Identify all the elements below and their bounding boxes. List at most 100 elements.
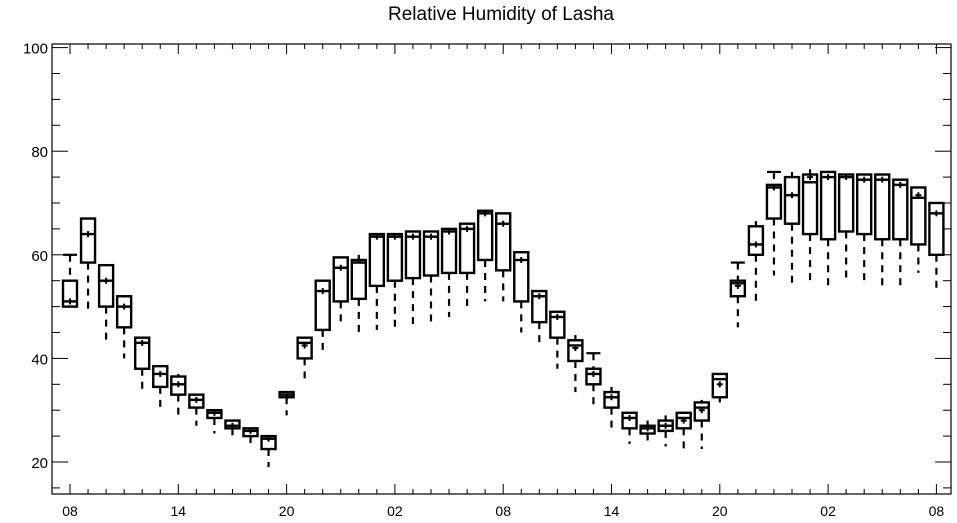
box-body <box>856 173 873 236</box>
box-item <box>386 232 404 328</box>
box-body <box>928 201 945 256</box>
x-tick-label: 14 <box>171 503 187 519</box>
box-body <box>531 289 548 324</box>
box-body <box>747 225 765 256</box>
box-body <box>711 372 728 399</box>
box-item <box>314 279 331 354</box>
box-body <box>350 258 367 301</box>
x-tick-label: 20 <box>279 503 295 519</box>
box-body <box>476 209 494 262</box>
box-item <box>188 393 205 426</box>
box-body <box>152 364 169 389</box>
box-item <box>567 335 584 393</box>
box-item <box>639 420 656 447</box>
box-body <box>549 310 566 339</box>
box-body <box>458 222 476 275</box>
y-axis: 20 40 60 80 100 <box>23 41 951 489</box>
box-item <box>422 230 440 323</box>
y-tick-label: 40 <box>31 351 48 368</box>
y-tick-label: 20 <box>31 455 48 472</box>
x-tick-label: 02 <box>820 503 836 519</box>
box-body <box>170 375 187 396</box>
box-body <box>97 263 115 308</box>
box-item <box>368 232 386 330</box>
box-item <box>910 186 927 273</box>
y-tick-label: 80 <box>31 144 48 161</box>
y-tick-label: 60 <box>31 248 48 265</box>
box-item <box>115 295 133 359</box>
y-tick-label: 100 <box>23 41 48 58</box>
box-body <box>440 227 458 275</box>
box-body <box>332 256 349 303</box>
box-body <box>296 336 313 360</box>
box-item <box>97 263 115 343</box>
box-item <box>801 169 819 286</box>
box-item <box>206 409 223 434</box>
box-item <box>729 261 747 328</box>
box-item <box>928 201 945 292</box>
x-tick-label: 08 <box>495 503 511 519</box>
box-item <box>61 253 79 308</box>
box-body <box>404 230 422 280</box>
plot-frame <box>51 43 952 495</box>
box-item <box>765 170 783 276</box>
box-body <box>422 230 440 277</box>
box-body <box>874 173 891 241</box>
box-item <box>404 230 422 325</box>
box-body <box>567 339 584 363</box>
box-body <box>837 173 855 233</box>
box-series <box>61 169 945 468</box>
box-item <box>224 419 241 442</box>
x-tick-label: 08 <box>62 503 78 519</box>
box-body <box>61 279 79 308</box>
box-item <box>495 212 512 302</box>
box-body <box>386 232 404 282</box>
box-body <box>783 175 801 225</box>
box-body <box>115 295 133 329</box>
box-item <box>675 411 692 450</box>
box-body <box>621 411 638 430</box>
box-item <box>260 434 277 468</box>
box-item <box>531 289 548 349</box>
box-body <box>585 367 602 386</box>
box-item <box>856 173 873 284</box>
box-item <box>133 336 151 395</box>
box-item <box>440 227 458 317</box>
box-body <box>892 178 909 241</box>
x-axis: 08 14 20 02 08 14 20 02 08 <box>62 44 944 519</box>
box-item <box>332 256 349 325</box>
box-body <box>603 390 620 409</box>
box-item <box>476 209 494 302</box>
box-item <box>603 386 620 429</box>
box-body <box>675 411 692 430</box>
box-item <box>621 411 638 444</box>
box-item <box>874 173 891 292</box>
box-item <box>657 415 674 447</box>
x-tick-label: 02 <box>387 503 403 519</box>
box-body <box>693 401 710 422</box>
x-tick-label: 20 <box>712 503 728 519</box>
box-item <box>693 399 710 450</box>
box-item <box>892 178 909 289</box>
box-body <box>495 212 512 272</box>
box-body <box>513 251 530 303</box>
box-body <box>314 279 331 332</box>
box-item <box>350 254 367 333</box>
box-item <box>458 222 476 310</box>
box-item <box>747 221 765 302</box>
box-item <box>711 372 728 403</box>
box-item <box>278 390 295 416</box>
box-body <box>133 336 151 370</box>
box-body <box>729 279 747 298</box>
box-item <box>170 373 187 416</box>
box-item <box>837 173 855 284</box>
box-body <box>79 217 97 264</box>
box-item <box>549 310 566 369</box>
box-item <box>585 352 602 411</box>
box-item <box>79 217 97 312</box>
box-body <box>188 393 205 409</box>
x-tick-label: 08 <box>929 503 945 519</box>
box-item <box>819 170 837 292</box>
box-item <box>152 364 169 411</box>
